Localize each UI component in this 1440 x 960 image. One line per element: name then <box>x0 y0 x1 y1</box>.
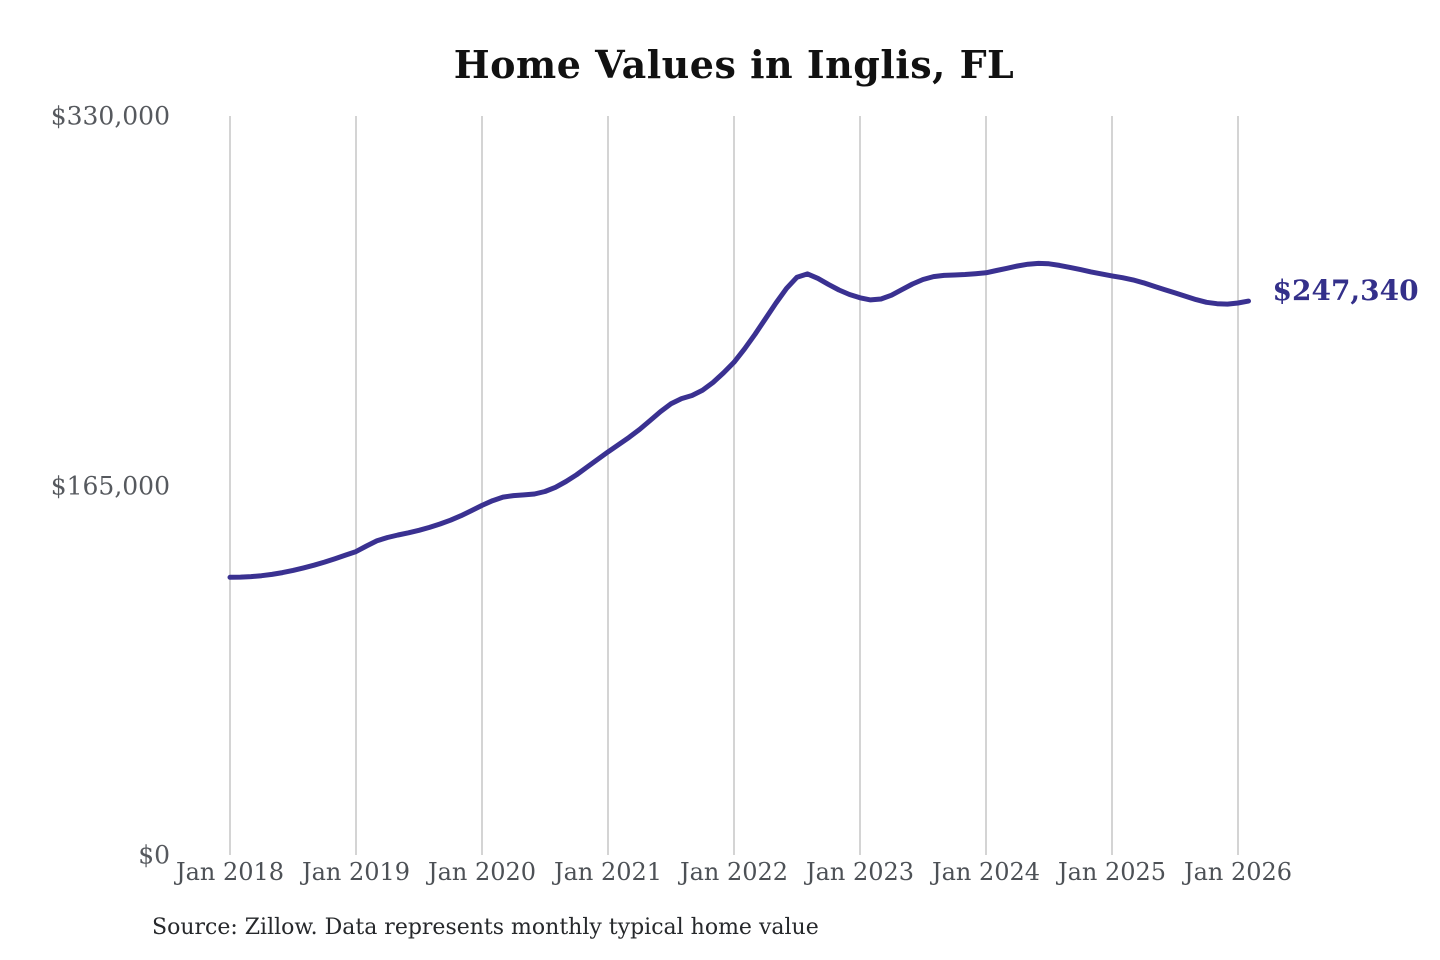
y-tick-label: $0 <box>138 840 170 870</box>
x-tick-label: Jan 2023 <box>805 858 915 886</box>
x-tick-label: Jan 2024 <box>931 858 1041 886</box>
y-tick-label: $165,000 <box>50 471 170 500</box>
x-tick-label: Jan 2022 <box>679 858 789 886</box>
x-tick-label: Jan 2019 <box>301 858 411 886</box>
x-tick-label: Jan 2018 <box>175 858 285 886</box>
x-tick-label: Jan 2020 <box>427 858 537 886</box>
source-note: Source: Zillow. Data represents monthly … <box>152 915 819 940</box>
home-value-line <box>227 260 1251 580</box>
x-tick-label: Jan 2026 <box>1183 858 1293 886</box>
x-tick-label: Jan 2025 <box>1057 858 1167 886</box>
y-tick-label: $330,000 <box>50 101 170 131</box>
x-tick-label: Jan 2021 <box>553 858 663 886</box>
chart-title: Home Values in Inglis, FL <box>453 42 1015 87</box>
current-value-label: $247,340 <box>1272 274 1419 308</box>
